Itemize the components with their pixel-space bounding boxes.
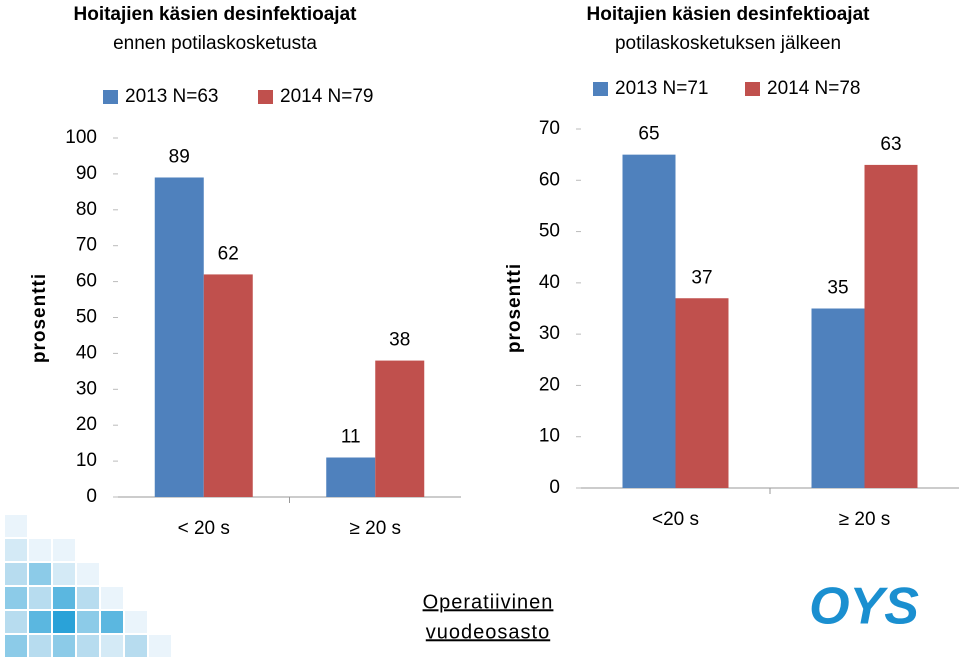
y-tick-label: 40 [76, 342, 97, 363]
y-tick-label: 10 [539, 426, 560, 447]
y-tick-label: 80 [76, 199, 97, 220]
y-tick-label: 10 [76, 450, 97, 471]
bar [622, 154, 676, 488]
footer-text: vuodeosasto [426, 621, 550, 643]
x-tick-label: ≥ 20 s [349, 518, 401, 539]
y-tick-label: 0 [549, 477, 560, 498]
y-tick-label: 60 [76, 271, 97, 292]
footer-text: Operatiivinen [423, 591, 554, 613]
bar [326, 457, 376, 497]
y-tick-label: 30 [539, 323, 560, 344]
chart-title: Hoitajien käsien desinfektioajat [587, 4, 871, 25]
bar [811, 308, 865, 488]
decoration [5, 515, 171, 657]
y-tick-label: 70 [539, 118, 560, 139]
bar [203, 274, 253, 497]
data-label: 89 [169, 147, 190, 168]
bar [375, 360, 425, 497]
y-axis-label: prosentti [29, 273, 50, 363]
legend-swatch [258, 90, 273, 104]
chart-title: ennen potilaskosketusta [113, 33, 317, 54]
y-tick-label: 40 [539, 272, 560, 293]
y-tick-label: 20 [539, 374, 560, 395]
data-label: 11 [341, 427, 361, 448]
legend-label: 2013 N=63 [125, 86, 219, 107]
chart-title: Hoitajien käsien desinfektioajat [74, 4, 358, 25]
x-tick-label: ≥ 20 s [839, 509, 891, 530]
legend-label: 2013 N=71 [615, 78, 709, 99]
legend-label: 2014 N=79 [280, 86, 374, 107]
y-tick-label: 30 [76, 378, 97, 399]
bar [864, 164, 918, 488]
y-tick-label: 60 [539, 169, 560, 190]
y-tick-label: 100 [65, 127, 97, 148]
bar [154, 177, 204, 498]
legend-swatch [745, 82, 760, 96]
y-tick-label: 50 [539, 221, 560, 242]
y-tick-label: 90 [76, 163, 97, 184]
x-tick-label: < 20 s [178, 518, 230, 539]
legend-label: 2014 N=78 [767, 78, 861, 99]
y-axis-label: prosentti [504, 263, 525, 353]
legend-swatch [593, 82, 608, 96]
chart-title: potilaskosketuksen jälkeen [615, 33, 841, 54]
legend-swatch [103, 90, 118, 104]
data-label: 37 [691, 267, 712, 288]
bar [675, 298, 729, 488]
x-tick-label: <20 s [652, 509, 699, 530]
data-label: 65 [638, 124, 659, 145]
y-tick-label: 50 [76, 307, 97, 328]
y-tick-label: 0 [86, 486, 97, 507]
y-tick-label: 70 [76, 235, 97, 256]
logo: OYS [809, 578, 919, 636]
data-label: 62 [218, 243, 239, 264]
data-label: 35 [827, 278, 848, 299]
y-tick-label: 20 [76, 414, 97, 435]
data-label: 63 [880, 134, 901, 155]
data-label: 38 [389, 330, 410, 351]
